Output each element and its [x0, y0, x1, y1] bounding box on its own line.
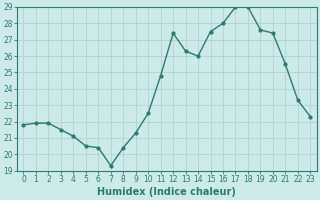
X-axis label: Humidex (Indice chaleur): Humidex (Indice chaleur)	[98, 187, 236, 197]
